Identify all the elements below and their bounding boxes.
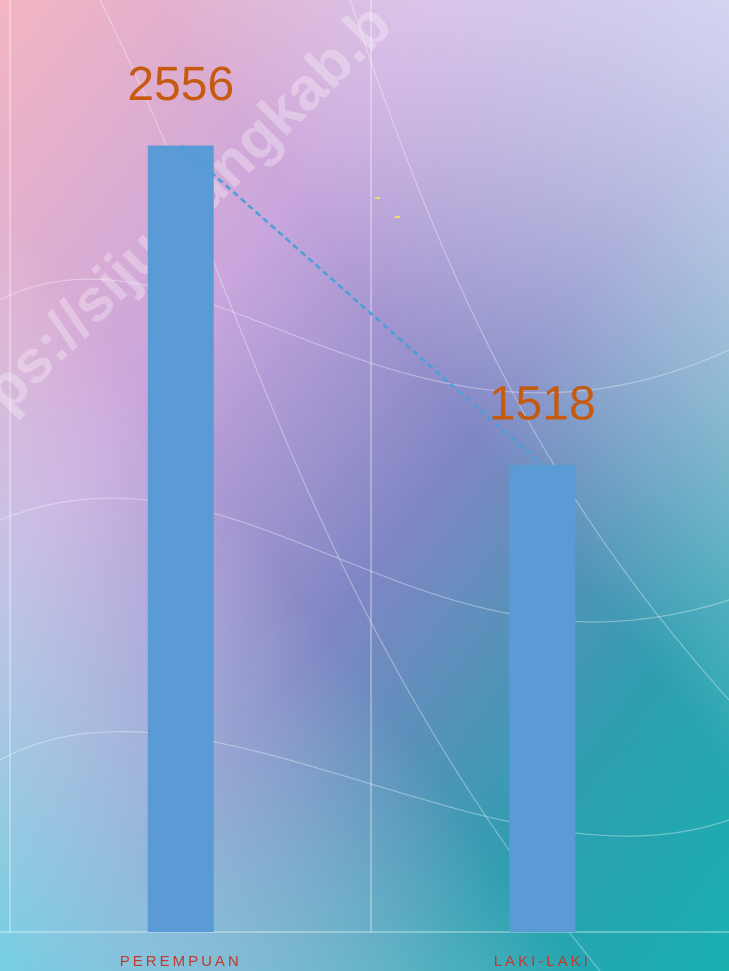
chart: ps://sijunjungkab.b PEREMPUAN2556LAKI-LA…	[0, 0, 729, 971]
data-label: 2556	[127, 58, 234, 111]
page: {"chart_data": {"type": "bar", "watermar…	[0, 0, 729, 971]
bar	[148, 146, 214, 932]
decoration	[395, 216, 400, 218]
data-label: 1518	[489, 378, 596, 431]
decoration	[375, 197, 380, 199]
x-tick-label: PEREMPUAN	[120, 953, 242, 970]
bar	[509, 465, 575, 932]
background-glow	[0, 0, 729, 971]
x-tick-label: LAKI-LAKI	[494, 953, 591, 970]
